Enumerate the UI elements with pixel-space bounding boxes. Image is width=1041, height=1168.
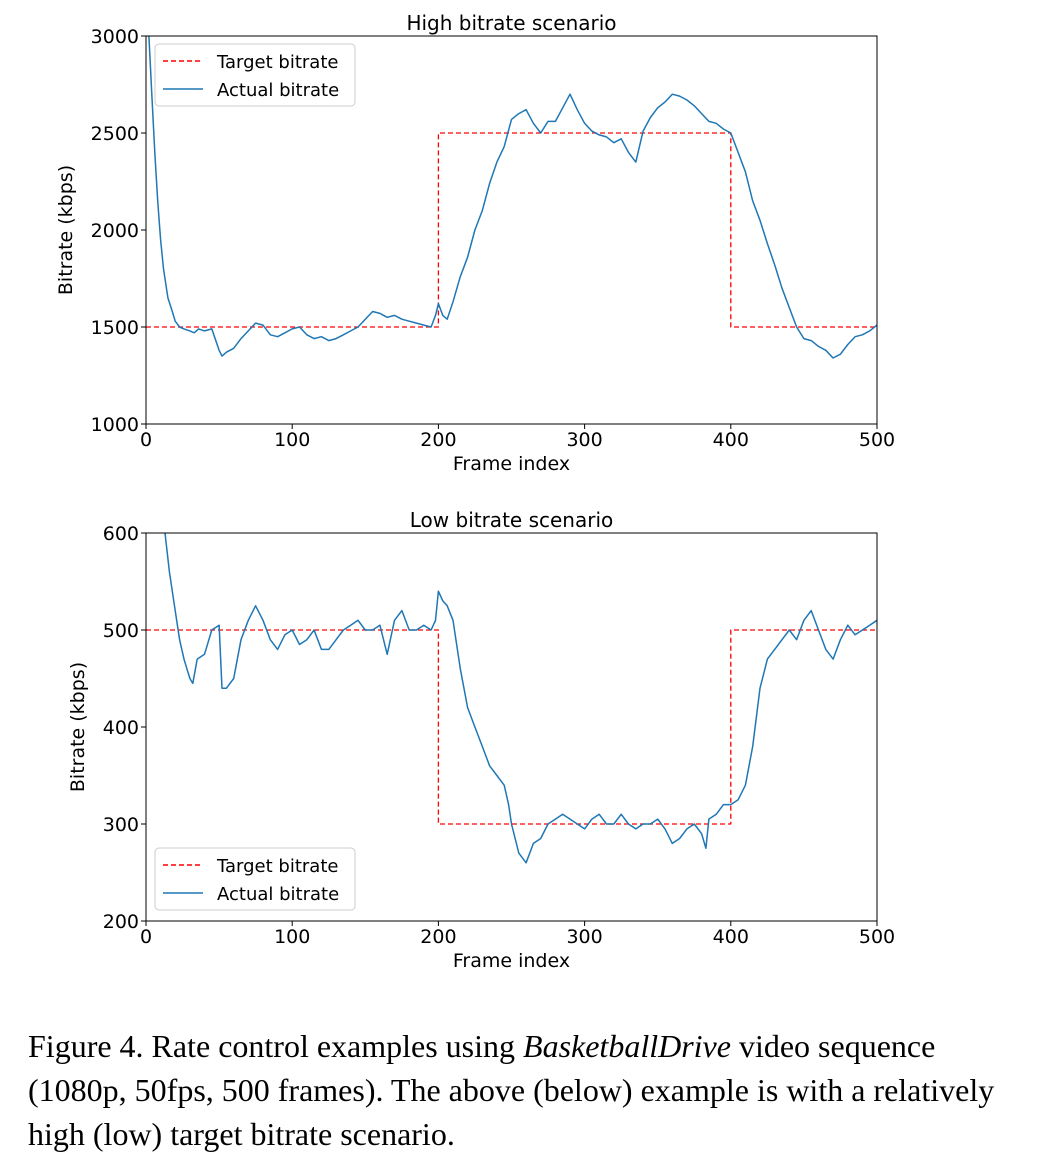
x-tick-label: 100 — [274, 429, 310, 451]
legend-label-target-bitrate: Target bitrate — [216, 856, 338, 877]
legend-label-actual-bitrate: Actual bitrate — [217, 884, 339, 905]
legend: Target bitrate Actual bitrate — [154, 43, 356, 107]
target-bitrate-line — [146, 629, 877, 825]
figure: 0 100 200 300 400 50010001500200025003000High… — [55, 11, 895, 972]
legend-box — [154, 847, 356, 911]
y-tick-label: 1500 — [91, 317, 139, 339]
x-axis-label: Frame index — [453, 453, 570, 475]
actual-bitrate-line — [148, 36, 877, 359]
legend-label-target-bitrate: Target bitrate — [216, 52, 338, 73]
legend-box — [154, 43, 356, 107]
y-tick-label: 3000 — [91, 26, 139, 48]
x-tick-label: 400 — [713, 926, 749, 948]
y-tick-label: 600 — [103, 523, 139, 545]
high-bitrate-chart: 0 100 200 300 400 500 1000 1500 2000 2500 3000 High… — [55, 11, 895, 475]
x-tick-label: 200 — [420, 926, 456, 948]
y-tick-label: 2500 — [91, 123, 139, 145]
chart-title: Low bitrate scenario — [410, 508, 614, 532]
actual-bitrate-line — [164, 533, 877, 864]
y-tick-label: 500 — [103, 620, 139, 642]
x-tick-label: 200 — [420, 429, 456, 451]
y-tick-label: 400 — [103, 717, 139, 739]
legend: Target bitrate Actual bitrate — [154, 847, 356, 911]
x-tick-label: 100 — [274, 926, 310, 948]
y-axis-label: Bitrate (kbps) — [55, 165, 77, 295]
figure-caption: Figure 4. Rate control examples using Ba… — [28, 1024, 1018, 1156]
low-bitrate-chart: 0 100 200 300 400 500 200 300 400 500 600 Low bitra… — [67, 508, 895, 972]
x-tick-label: 500 — [859, 926, 895, 948]
legend-label-actual-bitrate: Actual bitrate — [217, 80, 339, 101]
caption-suffix: video sequence (1080p, 50fps, 500 frames… — [28, 1028, 995, 1152]
y-tick-label: 1000 — [91, 414, 139, 436]
x-tick-label: 300 — [566, 429, 602, 451]
caption-emphasis: BasketballDrive — [523, 1028, 731, 1064]
y-tick-label: 2000 — [91, 220, 139, 242]
x-tick-label: 0 — [140, 926, 152, 948]
x-tick-label: 400 — [713, 429, 749, 451]
y-tick-label: 300 — [103, 814, 139, 836]
x-tick-label: 0 — [140, 429, 152, 451]
x-tick-label: 500 — [859, 429, 895, 451]
y-axis-label: Bitrate (kbps) — [67, 662, 89, 792]
y-tick-label: 200 — [103, 911, 139, 933]
target-bitrate-line — [146, 132, 877, 328]
x-tick-label: 300 — [566, 926, 602, 948]
chart-title: High bitrate scenario — [406, 11, 616, 35]
x-axis-label: Frame index — [453, 950, 570, 972]
caption-prefix: Figure 4. Rate control examples using — [28, 1028, 524, 1064]
